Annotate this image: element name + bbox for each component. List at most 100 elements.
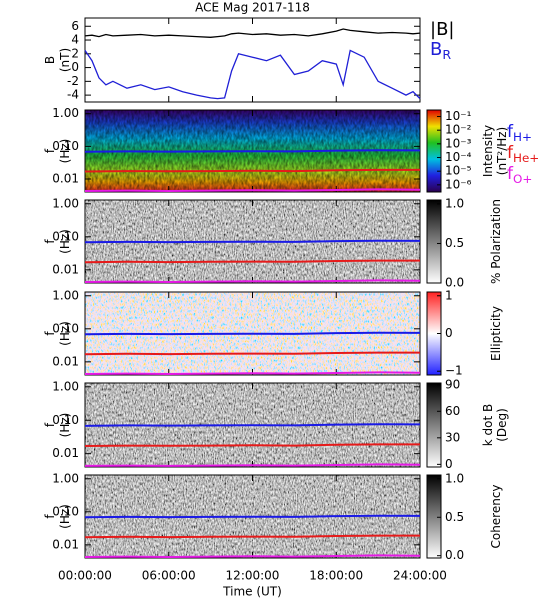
plot-frame — [84, 17, 421, 103]
colorbar-tick-label: 90 — [445, 377, 460, 391]
series-line — [84, 168, 420, 173]
y-tick-label: 0.10 — [52, 229, 79, 243]
legend-name: f — [507, 122, 514, 142]
y-axis-label-line: (nT) — [58, 48, 72, 72]
colorbar-label-line: Coherency — [489, 484, 503, 548]
y-tick-label: 0.10 — [52, 139, 79, 153]
y-axis-label-line: f — [43, 422, 57, 427]
x-tick-label: 06:00:00 — [142, 569, 196, 583]
x-axis-label: Time (UT) — [222, 585, 282, 599]
y-axis-label-line: (Hz) — [58, 229, 72, 254]
x-tick-label: 12:00:00 — [226, 569, 280, 583]
colorbar-tick-label: 10⁻³ — [445, 136, 472, 150]
y-tick-label: 0.01 — [52, 537, 79, 551]
x-tick-label: 00:00:00 — [58, 569, 112, 583]
colorbar-tick-label: 10⁻⁵ — [445, 164, 472, 178]
colorbar-tick-label: 1.0 — [445, 471, 464, 485]
y-axis-label: f(Hz) — [43, 139, 72, 164]
colorbar-label-line: Intensity — [481, 125, 495, 177]
colorbar-label: k dot B(Deg) — [481, 404, 509, 446]
y-tick-label: 1.00 — [52, 288, 79, 302]
series-line — [84, 534, 420, 539]
series-line — [84, 28, 421, 38]
series-line — [84, 331, 421, 336]
y-axis-label-line: (Hz) — [58, 504, 72, 529]
y-tick-label: 1.00 — [52, 471, 79, 485]
legend-name: f — [507, 164, 514, 184]
colorbar — [426, 109, 442, 193]
series-line — [84, 188, 421, 193]
colorbar — [426, 199, 442, 284]
y-tick-label: 1.00 — [52, 106, 79, 120]
chart-title: ACE Mag 2017-118 — [195, 1, 310, 15]
colorbar-label: Ellipticity — [489, 306, 503, 361]
series-line — [84, 463, 421, 467]
y-tick-label: 0.10 — [52, 321, 79, 335]
colorbar-tick-label: −1 — [445, 364, 463, 378]
colorbar-tick-label: 0 — [445, 326, 453, 340]
x-tick-label: 18:00:00 — [309, 569, 363, 583]
x-tick-label: 24:00:00 — [393, 569, 447, 583]
series-line — [84, 149, 421, 153]
y-axis-label-line: (Hz) — [58, 321, 72, 346]
series-line — [84, 351, 420, 356]
colorbar-tick-label: 0.5 — [445, 510, 464, 524]
colorbar-tick-label: 10⁻² — [445, 123, 472, 137]
legend-subscript: H+ — [513, 130, 532, 144]
y-axis-label-line: (Hz) — [58, 413, 72, 438]
colorbar-tick-label: 0 — [445, 457, 453, 471]
legend-entry: BR — [430, 39, 451, 62]
colorbar-tick-label: 0.0 — [445, 548, 464, 562]
y-axis-label: f(Hz) — [43, 504, 72, 529]
series-line — [84, 259, 420, 264]
colorbar-label-line: % Polarization — [489, 199, 503, 284]
y-axis-label: f(Hz) — [43, 413, 72, 438]
series-line — [84, 279, 421, 284]
y-tick-label: 0 — [71, 60, 79, 74]
series-line — [84, 514, 421, 519]
colorbar-label-line: Ellipticity — [489, 306, 503, 361]
y-axis-label-line: f — [43, 331, 57, 336]
y-axis-label: f(Hz) — [43, 321, 72, 346]
series-line — [84, 49, 421, 100]
y-tick-label: 1.00 — [52, 196, 79, 210]
colorbar-label: Intensity(nT²/Hz) — [481, 125, 509, 177]
legend-entry: fH+ — [507, 122, 532, 144]
y-axis-label-line: B — [43, 56, 57, 64]
colorbar-tick-label: 1 — [445, 288, 453, 302]
y-tick-label: 0.01 — [52, 262, 79, 276]
colorbar-tick-label: 1.0 — [445, 196, 464, 210]
y-axis-label: f(Hz) — [43, 229, 72, 254]
colorbar-tick-label: 10⁻⁴ — [445, 150, 472, 164]
series-line — [84, 239, 421, 244]
y-tick-label: 0.01 — [52, 172, 79, 186]
y-axis-label: B(nT) — [43, 48, 72, 72]
series-line — [84, 423, 421, 427]
colorbar-label: % Polarization — [489, 199, 503, 284]
y-tick-label: 0.10 — [52, 504, 79, 518]
y-tick-label: -2 — [67, 74, 79, 88]
colorbar-label-line: (Deg) — [495, 408, 509, 442]
colorbar — [426, 382, 442, 468]
legend-subscript: R — [442, 47, 451, 62]
legend-subscript: He+ — [513, 151, 539, 165]
y-tick-label: 0.01 — [52, 446, 79, 460]
series-line — [84, 443, 420, 447]
legend-name: B — [430, 39, 442, 60]
colorbar-tick-label: 10⁻⁶ — [445, 177, 472, 191]
colorbar — [426, 474, 442, 559]
y-tick-label: 6 — [71, 19, 79, 33]
y-axis-label-line: (Hz) — [58, 139, 72, 164]
y-tick-label: 0.10 — [52, 413, 79, 427]
y-tick-label: 1.00 — [52, 379, 79, 393]
colorbar-tick-label: 10⁻¹ — [445, 109, 472, 123]
y-axis-label-line: f — [43, 148, 57, 153]
colorbar-label: Coherency — [489, 484, 503, 548]
y-axis-label-line: f — [43, 514, 57, 519]
legend-entry: fO+ — [507, 164, 532, 186]
y-tick-label: 4 — [71, 33, 79, 47]
legend-name: f — [507, 143, 514, 163]
colorbar-tick-label: 30 — [445, 430, 460, 444]
